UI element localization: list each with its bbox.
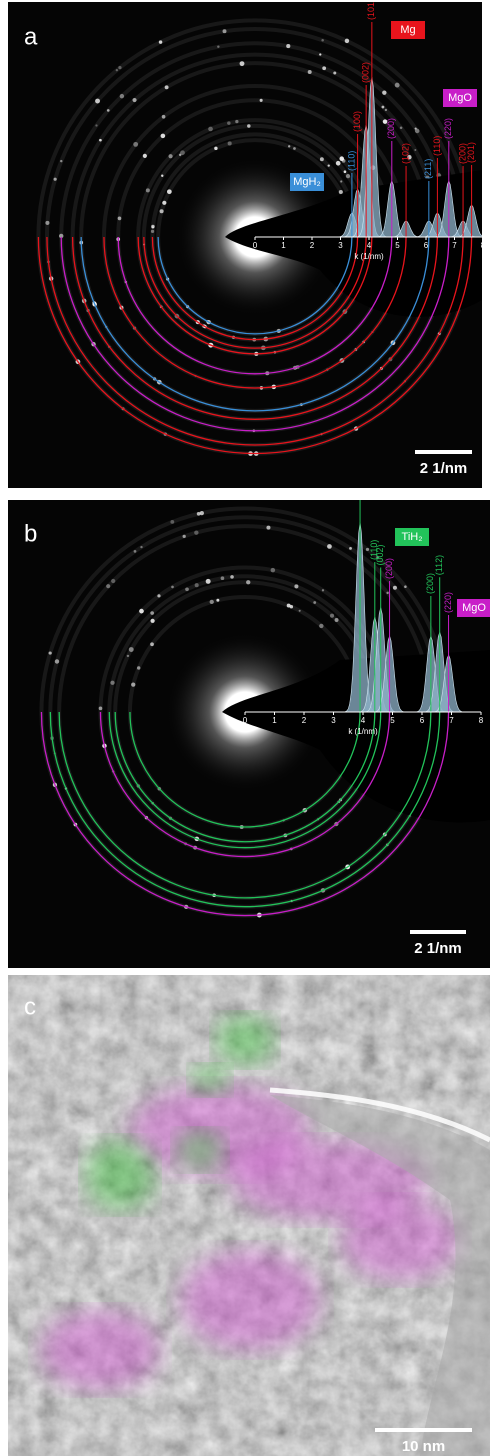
phase-region <box>85 1140 155 1210</box>
peak-label: (100) <box>352 111 362 132</box>
axis-tick-label: 4 <box>367 241 372 250</box>
peak-label: (220) <box>443 592 453 613</box>
panel-label: c <box>24 993 36 1020</box>
scale-bar-label: 10 nm <box>402 1438 445 1455</box>
peak-label: (112) <box>434 555 444 575</box>
scale-bar-label: 2 1/nm <box>414 940 462 957</box>
axis-tick-label: 1 <box>281 241 286 250</box>
figure: (110) (100) (002) (101) (200) (102) (211) (110)… <box>0 0 490 1456</box>
panel: (101)(110)(002)(200)(200)(112)(220)01234… <box>8 459 490 968</box>
phase-label: MgO <box>462 602 486 614</box>
scale-bar-label: 2 1/nm <box>420 460 468 477</box>
axis-tick-label: 8 <box>481 241 486 250</box>
peak-label: (220) <box>443 118 453 139</box>
axis-title: k (1/nm) <box>348 727 378 736</box>
axis-tick-label: 7 <box>452 241 457 250</box>
axis-tick-label: 3 <box>331 716 336 725</box>
axis-tick-label: 1 <box>272 716 277 725</box>
axis-tick-label: 0 <box>243 716 248 725</box>
panel-label: a <box>24 23 38 50</box>
peak-label: (200) <box>384 558 394 579</box>
phase-region <box>215 1015 275 1065</box>
phase-label: TiH₂ <box>402 531 423 543</box>
phase-label: Mg <box>400 24 415 36</box>
peak-label: (200) <box>386 118 396 139</box>
phase-region <box>40 1310 160 1390</box>
peak-label: (002) <box>361 62 371 83</box>
axis-tick-label: 5 <box>390 716 395 725</box>
axis-tick-label: 0 <box>253 241 258 250</box>
peak-label: (110) <box>346 151 356 171</box>
phase-region <box>190 1065 230 1095</box>
peak-label: (211) <box>423 159 433 179</box>
axis-tick-label: 8 <box>479 716 484 725</box>
peak-label: (201) <box>466 142 476 163</box>
axis-title: k (1/nm) <box>354 252 384 261</box>
peak-label: (110) <box>432 136 442 156</box>
axis-tick-label: 7 <box>449 716 454 725</box>
panel: (110) (100) (002) (101) (200) (102) (211) (110)… <box>8 0 489 488</box>
phase-region <box>340 1200 460 1280</box>
peak-label: (102) <box>400 143 410 164</box>
panel-label: b <box>24 520 37 547</box>
axis-tick-label: 5 <box>395 241 400 250</box>
peak-label: (101) <box>366 0 376 20</box>
panel: c 10 nm <box>8 975 490 1456</box>
axis-tick-label: 2 <box>302 716 307 725</box>
phase-label: MgO <box>448 92 472 104</box>
axis-tick-label: 6 <box>420 716 425 725</box>
phase-label: MgH₂ <box>293 176 321 188</box>
axis-tick-label: 3 <box>338 241 343 250</box>
axis-tick-label: 4 <box>361 716 366 725</box>
phase-region <box>180 1250 320 1350</box>
phase-region <box>175 1130 225 1170</box>
axis-tick-label: 6 <box>424 241 429 250</box>
axis-tick-label: 2 <box>310 241 315 250</box>
